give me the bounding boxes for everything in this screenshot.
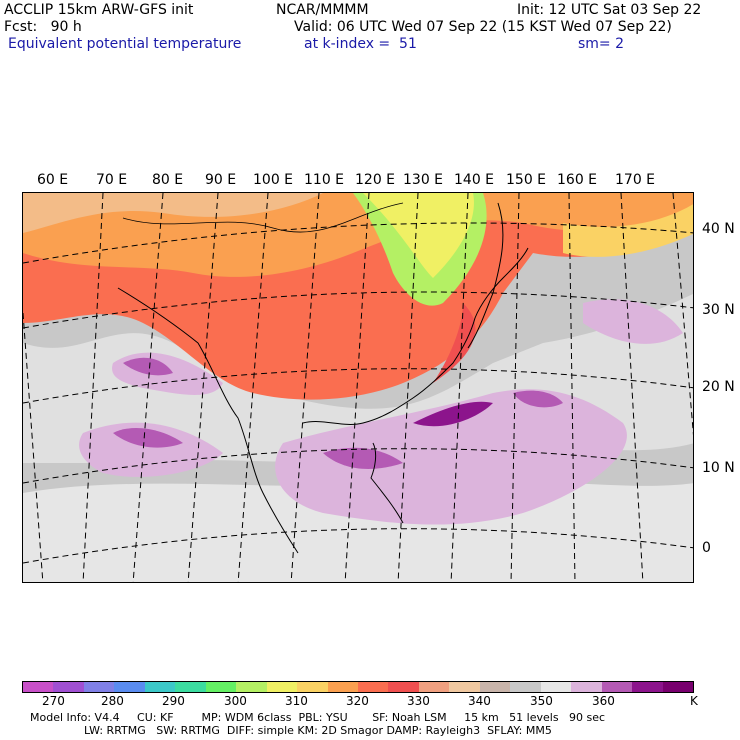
colorbar-swatch xyxy=(23,682,54,692)
org-label: NCAR/MMMM xyxy=(276,2,369,18)
lon-label: 90 E xyxy=(205,172,237,188)
colorbar-swatch xyxy=(662,682,693,692)
lat-label: 40 N xyxy=(702,221,735,237)
model-info-line2: LW: RRTMG SW: RRTMG DIFF: simple KM: 2D … xyxy=(84,724,552,737)
lon-label: 100 E xyxy=(253,172,294,188)
pale-purple-area xyxy=(79,422,223,477)
colorbar-unit: K xyxy=(690,694,698,708)
colorbar-swatch xyxy=(297,682,328,692)
colorbar-swatch xyxy=(83,682,115,692)
dark-purple-area xyxy=(413,401,493,427)
colorbar-swatch xyxy=(510,682,541,692)
colorbar-tick: 280 xyxy=(101,694,124,708)
colorbar-tick: 310 xyxy=(285,694,308,708)
yellow-region xyxy=(363,193,474,278)
lon-label: 60 E xyxy=(37,172,69,188)
colorbar-tick: 330 xyxy=(407,694,430,708)
red-streak xyxy=(433,303,476,383)
colorbar-swatch xyxy=(540,682,572,692)
border-line xyxy=(122,202,404,233)
init-time: Init: 12 UTC Sat 03 Sep 22 xyxy=(517,2,702,18)
lat-label: 30 N xyxy=(702,302,735,318)
field-name: Equivalent potential temperature xyxy=(8,36,242,52)
lon-label: 110 E xyxy=(304,172,345,188)
lon-label: 160 E xyxy=(557,172,598,188)
colorbar-tick: 340 xyxy=(468,694,491,708)
colorbar xyxy=(22,681,694,693)
model-info-line1: Model Info: V4.4 CU: KF MP: WDM 6class P… xyxy=(30,711,606,724)
theta-e-map xyxy=(22,192,694,583)
colorbar-tick: 360 xyxy=(592,694,615,708)
valid-time: Valid: 06 UTC Wed 07 Sep 22 (15 KST Wed … xyxy=(294,19,672,35)
colorbar-tick: 270 xyxy=(42,694,65,708)
map-canvas xyxy=(23,193,693,582)
level-label: at k-index = 51 xyxy=(304,36,417,52)
pale-purple-area xyxy=(275,389,627,525)
purple-area xyxy=(323,447,403,469)
lat-label: 10 N xyxy=(702,460,735,476)
smoothing-label: sm= 2 xyxy=(578,36,625,52)
colorbar-swatch xyxy=(144,682,176,692)
colorbar-tick: 300 xyxy=(224,694,247,708)
lon-label: 130 E xyxy=(403,172,444,188)
colorbar-swatch xyxy=(236,682,267,692)
purple-area xyxy=(113,428,183,448)
lat-label: 20 N xyxy=(702,379,735,395)
lon-label: 80 E xyxy=(152,172,184,188)
colorbar-swatch xyxy=(266,682,298,692)
colorbar-swatch xyxy=(479,682,511,692)
coastline xyxy=(370,442,404,524)
colorbar-swatch xyxy=(53,682,84,692)
colorbar-swatch xyxy=(357,682,389,692)
colorbar-tick: 350 xyxy=(530,694,553,708)
lat-label: 0 xyxy=(702,540,711,556)
model-title: ACCLIP 15km ARW-GFS init xyxy=(4,2,194,18)
colorbar-swatch xyxy=(327,682,358,692)
lon-label: 170 E xyxy=(615,172,656,188)
coastline xyxy=(302,247,529,425)
pale-orange-region xyxy=(23,193,323,233)
colorbar-swatch xyxy=(388,682,419,692)
yellow-band-east xyxy=(563,204,693,257)
pale-purple-area xyxy=(583,299,683,344)
purple-area xyxy=(513,390,563,408)
lon-label: 120 E xyxy=(355,172,396,188)
lon-label: 140 E xyxy=(454,172,495,188)
colorbar-swatch xyxy=(205,682,237,692)
colorbar-swatch xyxy=(449,682,480,692)
coastline xyxy=(117,287,299,554)
forecast-hour: Fcst: 90 h xyxy=(4,19,82,35)
colorbar-tick: 290 xyxy=(162,694,185,708)
lon-label: 150 E xyxy=(506,172,547,188)
colorbar-swatch xyxy=(601,682,633,692)
colorbar-swatch xyxy=(571,682,602,692)
lon-label: 70 E xyxy=(96,172,128,188)
colorbar-swatch xyxy=(632,682,663,692)
graticule xyxy=(23,193,693,582)
purple-area xyxy=(123,357,173,376)
colorbar-tick: 320 xyxy=(346,694,369,708)
colorbar-swatch xyxy=(114,682,145,692)
colorbar-swatch xyxy=(175,682,206,692)
colorbar-swatch xyxy=(418,682,450,692)
